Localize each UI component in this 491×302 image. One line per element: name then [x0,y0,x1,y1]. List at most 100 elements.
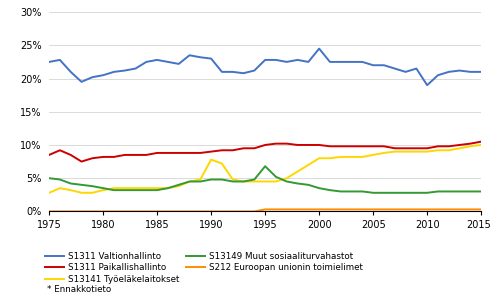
S1311 Valtionhallinto [467,70,473,74]
S13149 Muut sosiaaliturvahastot [327,188,333,192]
S1311 Paikallishallinto [435,144,441,148]
S212 Euroopan unionin toimielimet [392,207,398,211]
S13149 Muut sosiaaliturvahastot [381,191,387,194]
S1311 Paikallishallinto [100,155,106,159]
S1311 Paikallishallinto [413,146,419,150]
S13149 Muut sosiaaliturvahastot [79,183,84,187]
S212 Euroopan unionin toimielimet [284,207,290,211]
S13141 Työeläkelaitokset [262,180,268,183]
S13141 Työeläkelaitokset [100,188,106,192]
S13141 Työeläkelaitokset [133,186,138,190]
S13149 Muut sosiaaliturvahastot [133,188,138,192]
S1311 Valtionhallinto [208,57,214,60]
S13141 Työeläkelaitokset [154,186,160,190]
S212 Euroopan unionin toimielimet [370,207,376,211]
S13141 Työeläkelaitokset [197,178,203,181]
S1311 Valtionhallinto [403,70,409,74]
S13149 Muut sosiaaliturvahastot [122,188,128,192]
S1311 Valtionhallinto [457,69,463,72]
S13141 Työeläkelaitokset [435,149,441,152]
S1311 Valtionhallinto [230,70,236,74]
S212 Euroopan unionin toimielimet [100,210,106,213]
S1311 Valtionhallinto [176,62,182,66]
S1311 Paikallishallinto [446,144,452,148]
S1311 Valtionhallinto [46,60,52,64]
S13149 Muut sosiaaliturvahastot [284,180,290,183]
S13149 Muut sosiaaliturvahastot [241,180,246,183]
S212 Euroopan unionin toimielimet [143,210,149,213]
S1311 Valtionhallinto [154,58,160,62]
S13149 Muut sosiaaliturvahastot [295,182,300,185]
S13149 Muut sosiaaliturvahastot [208,178,214,181]
S1311 Paikallishallinto [381,144,387,148]
S212 Euroopan unionin toimielimet [381,207,387,211]
S212 Euroopan unionin toimielimet [446,207,452,211]
S212 Euroopan unionin toimielimet [251,210,257,213]
S13141 Työeläkelaitokset [478,143,484,147]
S13149 Muut sosiaaliturvahastot [100,186,106,190]
S1311 Paikallishallinto [370,144,376,148]
S13141 Työeläkelaitokset [79,191,84,194]
S13149 Muut sosiaaliturvahastot [111,188,117,192]
S1311 Paikallishallinto [478,140,484,143]
S13149 Muut sosiaaliturvahastot [154,188,160,192]
S13149 Muut sosiaaliturvahastot [143,188,149,192]
S212 Euroopan unionin toimielimet [111,210,117,213]
S1311 Paikallishallinto [176,151,182,155]
S13141 Työeläkelaitokset [403,150,409,153]
S13149 Muut sosiaaliturvahastot [305,183,311,187]
S13149 Muut sosiaaliturvahastot [446,190,452,193]
S13141 Työeläkelaitokset [89,191,95,194]
S13141 Työeläkelaitokset [46,191,52,194]
S13149 Muut sosiaaliturvahastot [89,184,95,188]
S1311 Paikallishallinto [327,144,333,148]
Line: S1311 Paikallishallinto: S1311 Paikallishallinto [49,142,481,162]
S13141 Työeläkelaitokset [392,150,398,153]
S13141 Työeläkelaitokset [295,170,300,173]
S1311 Paikallishallinto [467,142,473,146]
S1311 Valtionhallinto [100,73,106,77]
S212 Euroopan unionin toimielimet [68,210,74,213]
S1311 Paikallishallinto [111,155,117,159]
S13141 Työeläkelaitokset [359,155,365,159]
S13141 Työeläkelaitokset [208,158,214,161]
S1311 Valtionhallinto [122,69,128,72]
S212 Euroopan unionin toimielimet [219,210,225,213]
S1311 Valtionhallinto [424,83,430,87]
Line: S212 Euroopan unionin toimielimet: S212 Euroopan unionin toimielimet [49,209,481,211]
S13149 Muut sosiaaliturvahastot [57,178,63,181]
Line: S13149 Muut sosiaaliturvahastot: S13149 Muut sosiaaliturvahastot [49,166,481,193]
S13141 Työeläkelaitokset [273,180,279,183]
S13141 Työeläkelaitokset [111,186,117,190]
S13141 Työeläkelaitokset [122,186,128,190]
S1311 Valtionhallinto [413,67,419,70]
S1311 Paikallishallinto [68,153,74,157]
S13149 Muut sosiaaliturvahastot [403,191,409,194]
S13141 Työeläkelaitokset [424,150,430,153]
S212 Euroopan unionin toimielimet [46,210,52,213]
S13149 Muut sosiaaliturvahastot [197,180,203,183]
Line: S1311 Valtionhallinto: S1311 Valtionhallinto [49,49,481,85]
S1311 Valtionhallinto [165,60,171,64]
S212 Euroopan unionin toimielimet [316,207,322,211]
S212 Euroopan unionin toimielimet [457,207,463,211]
S212 Euroopan unionin toimielimet [176,210,182,213]
S212 Euroopan unionin toimielimet [435,207,441,211]
S1311 Paikallishallinto [219,149,225,152]
S1311 Valtionhallinto [57,58,63,62]
S1311 Valtionhallinto [197,56,203,59]
S1311 Paikallishallinto [122,153,128,157]
S13149 Muut sosiaaliturvahastot [457,190,463,193]
S1311 Valtionhallinto [284,60,290,64]
S212 Euroopan unionin toimielimet [295,207,300,211]
S1311 Paikallishallinto [359,144,365,148]
S1311 Valtionhallinto [262,58,268,62]
S1311 Paikallishallinto [57,149,63,152]
S1311 Paikallishallinto [133,153,138,157]
S212 Euroopan unionin toimielimet [305,207,311,211]
S13149 Muut sosiaaliturvahastot [392,191,398,194]
S13141 Työeläkelaitokset [370,153,376,157]
S1311 Valtionhallinto [478,70,484,74]
S1311 Valtionhallinto [316,47,322,50]
S1311 Paikallishallinto [457,143,463,147]
